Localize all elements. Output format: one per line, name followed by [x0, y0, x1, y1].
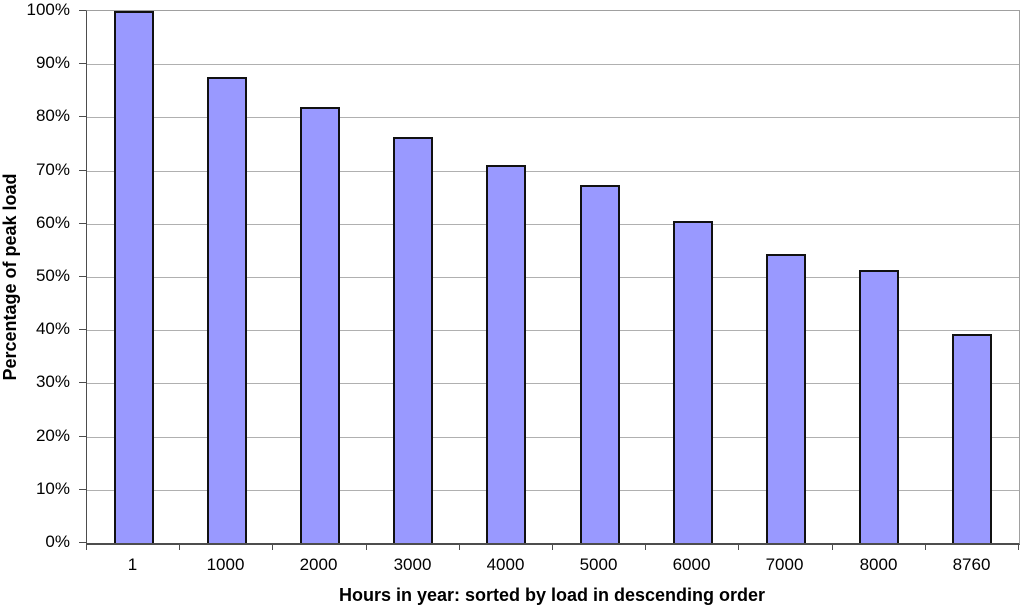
x-tick-mark [459, 544, 460, 550]
x-tick-label-8000: 8000 [859, 555, 898, 574]
y-tick-label-0: 0% [45, 532, 70, 551]
x-tick-label-1: 1 [127, 555, 138, 574]
bar-7000 [766, 254, 806, 543]
x-tick-mark [86, 544, 87, 550]
y-tick-label-50: 50% [35, 266, 70, 285]
bar-5000 [580, 185, 620, 543]
y-tick-label-100: 100% [26, 0, 70, 19]
y-tick-mark [79, 489, 86, 490]
y-tick-mark [79, 223, 86, 224]
y-tick-label-90: 90% [35, 53, 70, 72]
bar-8760 [952, 334, 992, 543]
y-tick-mark [79, 170, 86, 171]
y-tick-mark [79, 436, 86, 437]
gridline-60 [87, 224, 1019, 225]
y-tick-mark [79, 382, 86, 383]
x-tick-label-6000: 6000 [672, 555, 711, 574]
bar-1000 [207, 77, 247, 543]
x-tick-label-7000: 7000 [765, 555, 804, 574]
x-tick-mark [738, 544, 739, 550]
x-tick-mark [832, 544, 833, 550]
y-tick-label-40: 40% [35, 319, 70, 338]
y-tick-label-20: 20% [35, 426, 70, 445]
y-tick-mark [79, 63, 86, 64]
gridline-70 [87, 171, 1019, 172]
gridline-20 [87, 437, 1019, 438]
x-tick-label-5000: 5000 [579, 555, 618, 574]
y-tick-mark [79, 276, 86, 277]
x-tick-mark [366, 544, 367, 550]
x-tick-label-4000: 4000 [486, 555, 525, 574]
gridline-90 [87, 64, 1019, 65]
y-tick-label-60: 60% [35, 213, 70, 232]
x-tick-label-3000: 3000 [393, 555, 432, 574]
x-tick-label-1000: 1000 [206, 555, 245, 574]
y-tick-label-30: 30% [35, 372, 70, 391]
x-tick-mark [645, 544, 646, 550]
y-tick-mark [79, 10, 86, 11]
x-tick-label-2000: 2000 [299, 555, 338, 574]
gridline-50 [87, 277, 1019, 278]
bar-3000 [393, 137, 433, 543]
bar-2000 [300, 107, 340, 543]
x-tick-mark [179, 544, 180, 550]
gridline-40 [87, 330, 1019, 331]
bar-6000 [673, 221, 713, 543]
x-axis-title: Hours in year: sorted by load in descend… [338, 585, 766, 605]
bar-8000 [859, 270, 899, 543]
bar-1 [114, 11, 154, 543]
x-tick-mark [552, 544, 553, 550]
bar-4000 [486, 165, 526, 543]
x-tick-mark [272, 544, 273, 550]
y-tick-label-10: 10% [35, 479, 70, 498]
x-tick-mark [925, 544, 926, 550]
y-tick-mark [79, 329, 86, 330]
y-tick-label-70: 70% [35, 160, 70, 179]
plot-area [86, 10, 1020, 545]
x-tick-mark [1018, 544, 1019, 550]
gridline-10 [87, 490, 1019, 491]
x-tick-label-8760: 8760 [952, 555, 991, 574]
y-tick-mark [79, 542, 86, 543]
y-tick-label-80: 80% [35, 106, 70, 125]
gridline-80 [87, 117, 1019, 118]
gridline-30 [87, 383, 1019, 384]
y-tick-mark [79, 116, 86, 117]
